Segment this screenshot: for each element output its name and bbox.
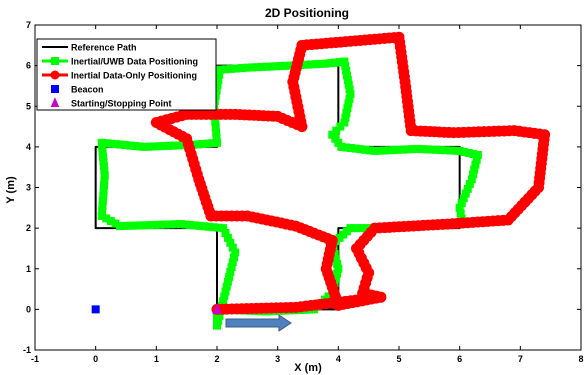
series-2 [150, 31, 551, 315]
x-axis-label: X (m) [294, 362, 322, 374]
x-tick-label: -1 [31, 354, 39, 364]
data-point [212, 303, 222, 314]
x-tick-label: 2 [214, 354, 219, 364]
y-tick-label: -1 [23, 345, 31, 355]
legend-entry: Beacon [51, 85, 104, 95]
y-tick-label: 0 [26, 304, 31, 314]
y-tick-label: 1 [26, 264, 31, 274]
legend-entry: Inertial Data-Only Positioning [42, 70, 197, 81]
legend-marker [50, 70, 60, 80]
legend-marker [51, 85, 59, 93]
legend-marker [50, 97, 60, 107]
x-tick-label: 6 [457, 354, 462, 364]
data-point [336, 122, 345, 131]
legend-label: Starting/Stopping Point [71, 99, 172, 109]
y-tick-label: 6 [26, 61, 31, 71]
x-tick-label: 1 [154, 354, 159, 364]
x-tick-label: 0 [93, 354, 98, 364]
x-tick-label: 3 [275, 354, 280, 364]
legend-entry: Starting/Stopping Point [50, 97, 172, 109]
x-tick-label: 4 [336, 354, 341, 364]
data-point [340, 118, 349, 127]
y-tick-label: 3 [26, 183, 31, 193]
data-point [332, 126, 341, 135]
series-3 [91, 305, 100, 314]
legend-label: Beacon [71, 85, 104, 95]
x-tick-label: 5 [396, 354, 401, 364]
data-point [375, 291, 387, 303]
y-tick-label: 5 [26, 101, 31, 111]
x-tick-label: 7 [518, 354, 523, 364]
legend-entry: Reference Path [42, 43, 137, 53]
y-tick-label: 7 [26, 20, 31, 30]
series-4 [212, 303, 222, 314]
legend-marker [51, 57, 59, 65]
y-tick-label: 4 [26, 142, 31, 152]
legend-label: Reference Path [71, 43, 137, 53]
series-layer [91, 31, 551, 330]
y-tick-label: 2 [26, 223, 31, 233]
data-point [91, 305, 100, 314]
y-axis-label: Y (m) [5, 176, 17, 204]
x-tick-label: 8 [578, 354, 583, 364]
chart-title: 2D Positioning [265, 6, 349, 20]
legend: Reference Path Inertial/UWB Data Position… [36, 38, 217, 111]
y-axis-ticks: -1 0 1 2 3 4 5 6 7 [23, 20, 581, 355]
legend-entry: Inertial/UWB Data Positioning [42, 57, 198, 67]
legend-label: Inertial Data-Only Positioning [71, 71, 197, 81]
direction-arrow-icon [225, 314, 292, 332]
x-axis-ticks: -1 0 1 2 3 4 5 6 7 8 [31, 25, 584, 364]
legend-label: Inertial/UWB Data Positioning [71, 57, 198, 67]
